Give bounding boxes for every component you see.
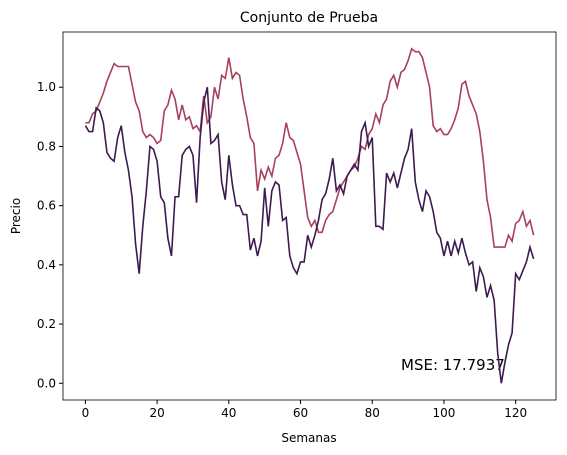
x-tick-label: 80 bbox=[365, 406, 380, 420]
annotation: MSE: 17.7937 bbox=[401, 356, 505, 374]
y-tick-label: 0.8 bbox=[37, 139, 56, 153]
x-tick-label: 100 bbox=[433, 406, 456, 420]
line-series bbox=[84, 87, 535, 384]
y-tick-label: 0.0 bbox=[37, 376, 56, 390]
axes-frame bbox=[62, 31, 557, 401]
x-tick-label: 20 bbox=[149, 406, 164, 420]
chart-title: Conjunto de Prueba bbox=[240, 10, 378, 26]
line-series bbox=[85, 47, 535, 248]
x-tick-label: 120 bbox=[504, 406, 527, 420]
y-tick-label: 0.4 bbox=[37, 258, 56, 272]
y-tick-label: 1.0 bbox=[37, 80, 56, 94]
x-tick-label: 60 bbox=[293, 406, 308, 420]
y-tick-label: 0.2 bbox=[37, 317, 56, 331]
y-tick-label: 0.6 bbox=[37, 199, 56, 213]
x-axis-label: Semanas bbox=[281, 431, 336, 445]
x-tick-label: 40 bbox=[221, 406, 236, 420]
y-axis-label: Precio bbox=[9, 198, 23, 234]
x-tick-label: 0 bbox=[82, 406, 90, 420]
